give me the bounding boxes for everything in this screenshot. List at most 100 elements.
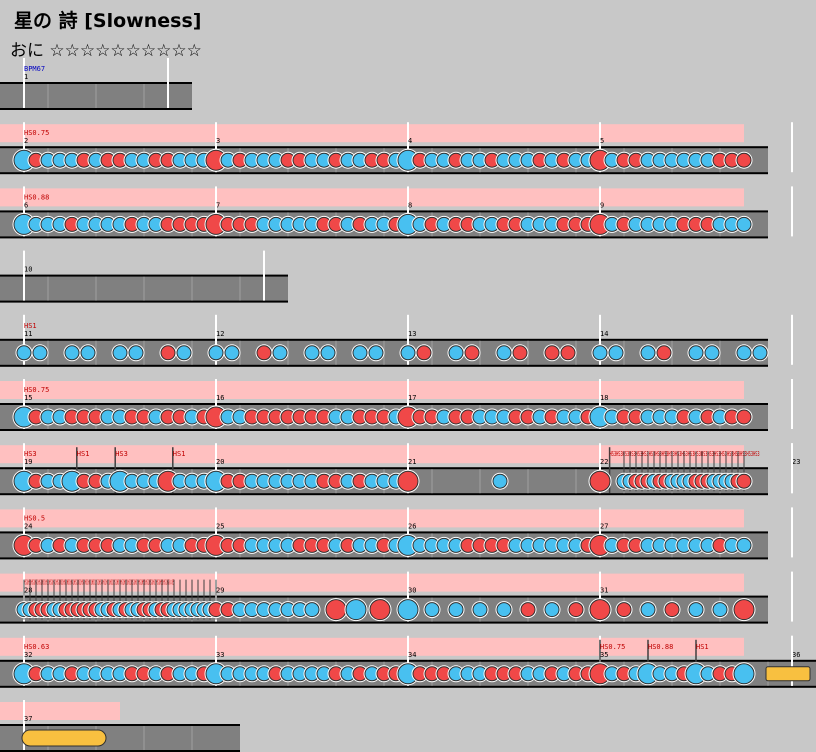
measure-number: 30	[408, 587, 416, 595]
scroll-speed-label: HS0.63	[24, 643, 49, 651]
scroll-speed-label: HS0.88	[648, 643, 673, 651]
scroll-speed-band	[0, 445, 744, 464]
measure-number: 3	[216, 137, 220, 145]
chart-row: 24 25 26 27 HS0.5	[0, 507, 793, 560]
chart-row: 28 29 30 31 HS1HS1HS1HS1HS1HS1HS1HS1HS1HS1HS…	[0, 571, 793, 624]
don-note	[589, 470, 611, 492]
ka-note	[304, 602, 320, 618]
ka-note	[345, 599, 367, 621]
don-note	[664, 602, 680, 618]
ka-note	[352, 345, 368, 361]
don-note	[369, 599, 391, 621]
ka-note	[704, 345, 720, 361]
ka-note	[272, 345, 288, 361]
measure-number: 17	[408, 394, 416, 402]
chart-row: 2 3 4 5 HS0.75	[0, 122, 793, 175]
don-note	[544, 345, 560, 361]
ka-note	[424, 602, 440, 618]
measure-number: 5	[600, 137, 604, 145]
scroll-speed-label: HS1	[24, 322, 37, 330]
ka-note	[544, 602, 560, 618]
measure-number: 4	[408, 137, 412, 145]
measure-number: 32	[24, 651, 32, 659]
don-note	[656, 345, 672, 361]
don-note	[568, 602, 584, 618]
measure-number: 23	[792, 458, 800, 466]
ka-note	[320, 345, 336, 361]
don-note	[733, 599, 755, 621]
measure-number: 13	[408, 330, 416, 338]
measure-number: 34	[408, 651, 416, 659]
ka-note	[592, 345, 608, 361]
ka-note	[32, 345, 48, 361]
don-note	[160, 345, 176, 361]
measure-number: 29	[216, 587, 224, 595]
don-note	[397, 470, 419, 492]
ka-note	[128, 345, 144, 361]
ka-note	[492, 473, 508, 489]
measure-number: 19	[24, 458, 32, 466]
ka-note	[224, 345, 240, 361]
ka-note	[64, 345, 80, 361]
measure-number: 27	[600, 522, 608, 530]
drumroll-note	[765, 666, 811, 682]
measure-number: 36	[792, 651, 800, 659]
chart-row: 15 16 17 18 HS0.75	[0, 379, 793, 431]
scroll-speed-label: HS0.5	[24, 514, 45, 522]
don-note	[416, 345, 432, 361]
scroll-speed-band	[0, 124, 744, 143]
measure-number: 22	[600, 458, 608, 466]
scroll-speed-band	[0, 702, 120, 720]
measure-number: 25	[216, 522, 224, 530]
measure-number: 2	[24, 137, 28, 145]
chart-row: 11 12 13 14 HS1	[0, 314, 793, 367]
scroll-speed-label: HS1	[173, 450, 186, 458]
scroll-speed-label: HS1HS1HS1HS1HS1HS1HS1HS1HS1HS1HS1HS1HS1H…	[24, 579, 174, 587]
measure-number: 10	[24, 266, 32, 274]
chart-row: 37	[0, 700, 240, 752]
measure-number: 16	[216, 394, 224, 402]
measure-number: 12	[216, 330, 224, 338]
measure-number: 8	[408, 201, 412, 209]
ka-note	[752, 345, 768, 361]
ka-note	[448, 345, 464, 361]
ka-note	[712, 602, 728, 618]
measure-number: 6	[24, 201, 28, 209]
measure-number: 7	[216, 201, 220, 209]
ka-note	[368, 345, 384, 361]
scroll-speed-label: HS0.75	[600, 643, 625, 651]
measure-number: 31	[600, 587, 608, 595]
chart-row: 32 33 34 35 36 HS0.63 HS0.75 HS0.88 HS1	[0, 635, 816, 688]
ka-note	[16, 345, 32, 361]
drumroll-note	[21, 729, 107, 747]
ka-note	[733, 663, 755, 685]
don-note	[560, 345, 576, 361]
ka-note	[608, 345, 624, 361]
chart-row: 19 20 21 22 23 HS3 HS1 HS3 HS1 HS3HS3HS3HS3HS3HS3…	[0, 443, 800, 496]
ka-note	[640, 602, 656, 618]
course-difficulty: おに ☆☆☆☆☆☆☆☆☆☆	[10, 36, 202, 61]
measure-number: 37	[24, 715, 32, 723]
measure-number: 9	[600, 201, 604, 209]
measure-number: 35	[600, 651, 608, 659]
scroll-speed-label: HS0.88	[24, 193, 49, 201]
measure-number: 14	[600, 330, 608, 338]
scroll-speed-band	[0, 637, 744, 656]
scroll-speed-label: HS0.75	[24, 129, 49, 137]
difficulty-stars: ☆☆☆☆☆☆☆☆☆☆	[49, 41, 202, 61]
measure-number: 11	[24, 330, 32, 338]
ka-note	[304, 345, 320, 361]
scroll-speed-label: HS3HS3HS3HS3HS3HS3HS3HS3HS3HS3HS3HS3HS3H…	[610, 450, 760, 458]
scroll-speed-band	[0, 509, 744, 528]
measure-number: 21	[408, 458, 416, 466]
scroll-speed-label: HS1	[77, 450, 90, 458]
measure-number: 26	[408, 522, 416, 530]
measure-number: 18	[600, 394, 608, 402]
don-note	[512, 345, 528, 361]
scroll-speed-label: HS1	[696, 643, 709, 651]
measure-number: 1	[24, 73, 28, 81]
course-name: おに	[10, 41, 44, 61]
chart-row: 6 7 8 9 HS0.88	[0, 186, 793, 239]
